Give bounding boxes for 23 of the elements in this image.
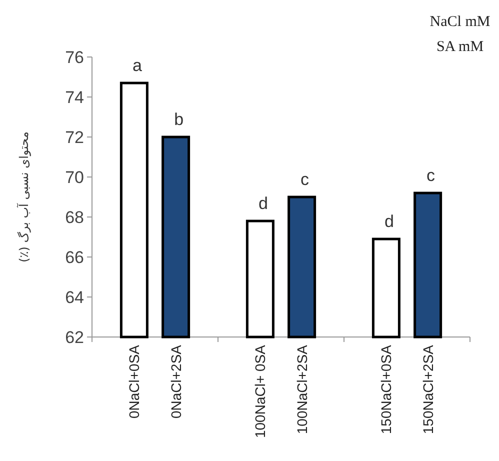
y-tick-label: 62 xyxy=(65,328,84,347)
text: SA mM xyxy=(436,39,484,55)
y-tick-label: 68 xyxy=(65,208,84,227)
x-tick-label: 150NaCl+2SA xyxy=(420,344,436,434)
x-tick-label: 0NaCl+0SA xyxy=(126,344,142,419)
text: NaCl mM xyxy=(430,14,490,30)
annotation: c xyxy=(426,166,436,185)
x-tick-label: 150NaCl+0SA xyxy=(378,344,394,434)
y-tick-label: 72 xyxy=(65,128,84,147)
y-tick-label: 70 xyxy=(65,168,84,187)
annotation: c xyxy=(300,170,310,189)
y-tick-label: 74 xyxy=(65,88,84,107)
annotation: d xyxy=(384,212,394,231)
x-tick-label: 100NaCl+2SA xyxy=(294,344,310,434)
y-tick-label: 64 xyxy=(65,288,84,307)
y-tick-label: 66 xyxy=(65,248,84,267)
x-tick-label: 100NaCl+ 0SA xyxy=(252,344,268,438)
y-axis-title: محتوای نسبی آب برگ (٪) xyxy=(16,132,31,262)
annotation: b xyxy=(174,110,184,129)
annotation: d xyxy=(258,194,268,213)
x-tick-label: 0NaCl+2SA xyxy=(168,344,184,419)
annotation: a xyxy=(132,56,142,75)
y-tick-label: 76 xyxy=(65,48,84,67)
